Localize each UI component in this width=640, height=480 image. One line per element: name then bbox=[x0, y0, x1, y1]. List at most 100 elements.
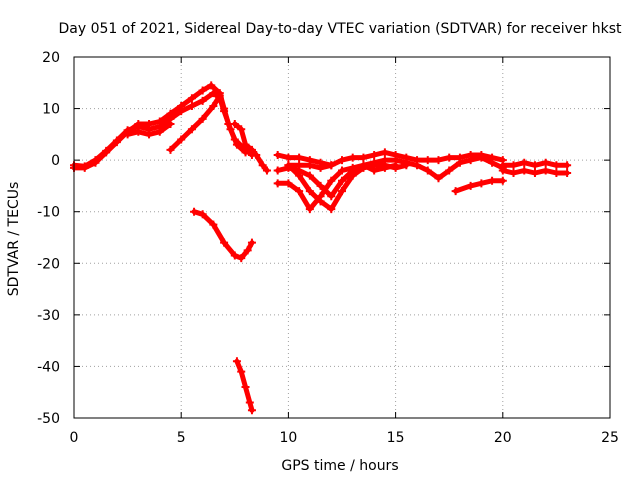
data-point bbox=[91, 156, 100, 165]
data-point bbox=[391, 163, 400, 172]
y-tick-label: -40 bbox=[37, 359, 60, 375]
series-track-o bbox=[232, 357, 256, 415]
data-point bbox=[327, 176, 336, 185]
x-tick-label: 20 bbox=[494, 430, 512, 446]
series-track-c bbox=[123, 120, 175, 139]
data-point bbox=[451, 187, 460, 196]
data-point bbox=[230, 120, 239, 129]
chart-title: Day 051 of 2021, Sidereal Day-to-day VTE… bbox=[59, 21, 622, 37]
data-point bbox=[316, 163, 325, 172]
data-point bbox=[423, 166, 432, 175]
data-point bbox=[563, 169, 572, 178]
data-point bbox=[305, 171, 314, 180]
data-point bbox=[348, 163, 357, 172]
data-point bbox=[241, 140, 250, 149]
data-point bbox=[230, 251, 239, 260]
series-track-m bbox=[498, 166, 572, 178]
data-point bbox=[247, 238, 256, 247]
data-point bbox=[466, 181, 475, 190]
data-point bbox=[209, 101, 218, 110]
data-point bbox=[215, 91, 224, 100]
data-point bbox=[359, 163, 368, 172]
series-track-l bbox=[498, 158, 572, 170]
data-point bbox=[187, 125, 196, 134]
data-point bbox=[359, 153, 368, 162]
x-tick-label: 15 bbox=[387, 430, 405, 446]
data-point bbox=[177, 107, 186, 116]
data-point bbox=[348, 153, 357, 162]
series-track-b bbox=[70, 89, 250, 171]
data-point bbox=[198, 96, 207, 105]
x-tick-label: 10 bbox=[279, 430, 297, 446]
data-point bbox=[207, 81, 216, 90]
grid bbox=[74, 57, 610, 418]
data-point bbox=[80, 162, 89, 171]
data-point bbox=[220, 107, 229, 116]
y-tick-label: -20 bbox=[37, 256, 60, 272]
data-point bbox=[434, 174, 443, 183]
data-point bbox=[252, 150, 261, 159]
data-point bbox=[177, 135, 186, 144]
data-point bbox=[316, 181, 325, 190]
data-point bbox=[241, 383, 250, 392]
data-point bbox=[434, 156, 443, 165]
data-point bbox=[552, 161, 561, 170]
data-point bbox=[327, 205, 336, 214]
series-track bbox=[275, 155, 506, 199]
data-point bbox=[305, 205, 314, 214]
data-point bbox=[273, 179, 282, 188]
data-point bbox=[198, 210, 207, 219]
data-point bbox=[541, 158, 550, 167]
series-track-j bbox=[284, 161, 411, 214]
data-point bbox=[530, 169, 539, 178]
data-point bbox=[488, 158, 497, 167]
data-point bbox=[232, 357, 241, 366]
data-point bbox=[305, 187, 314, 196]
axis-ticks: 0 5 10 15 20 25 -50 -40 -30 -20 -10 0 10 20 bbox=[37, 50, 619, 446]
data-point bbox=[243, 246, 252, 255]
data-point bbox=[190, 207, 199, 216]
data-point bbox=[245, 398, 254, 407]
data-point bbox=[295, 153, 304, 162]
data-point bbox=[166, 120, 175, 129]
series-track-e bbox=[230, 120, 271, 175]
series-track-d bbox=[166, 91, 224, 154]
series-track bbox=[191, 209, 255, 261]
y-tick-label: -30 bbox=[37, 308, 60, 324]
data-point bbox=[220, 238, 229, 247]
data-point bbox=[305, 161, 314, 170]
data-point bbox=[237, 367, 246, 376]
series-track bbox=[453, 178, 506, 194]
y-axis-title: SDTVAR / TECUs bbox=[6, 182, 22, 297]
data-point bbox=[273, 150, 282, 159]
data-point bbox=[380, 161, 389, 170]
data-point bbox=[187, 101, 196, 110]
data-point bbox=[541, 166, 550, 175]
x-tick-label: 25 bbox=[601, 430, 619, 446]
data-point bbox=[498, 176, 507, 185]
data-point bbox=[509, 161, 518, 170]
data-point bbox=[520, 158, 529, 167]
data-point bbox=[273, 166, 282, 175]
data-point bbox=[284, 153, 293, 162]
data-point bbox=[402, 161, 411, 170]
data-point bbox=[370, 150, 379, 159]
data-point bbox=[241, 148, 250, 157]
data-point bbox=[295, 187, 304, 196]
data-point bbox=[284, 161, 293, 170]
data-point bbox=[295, 171, 304, 180]
x-axis-title: GPS time / hours bbox=[281, 458, 398, 474]
data-point bbox=[338, 156, 346, 165]
data-point bbox=[284, 179, 293, 188]
data-point bbox=[563, 161, 572, 170]
data-point bbox=[498, 166, 507, 175]
data-point bbox=[477, 179, 486, 188]
plot-frame bbox=[73, 56, 611, 419]
data-point bbox=[237, 254, 246, 263]
data-point bbox=[226, 125, 235, 134]
data-point bbox=[455, 158, 464, 167]
data-point bbox=[112, 136, 121, 145]
y-tick-label: -10 bbox=[37, 205, 60, 221]
y-tick-label: 0 bbox=[51, 153, 60, 169]
data-point bbox=[237, 125, 246, 134]
